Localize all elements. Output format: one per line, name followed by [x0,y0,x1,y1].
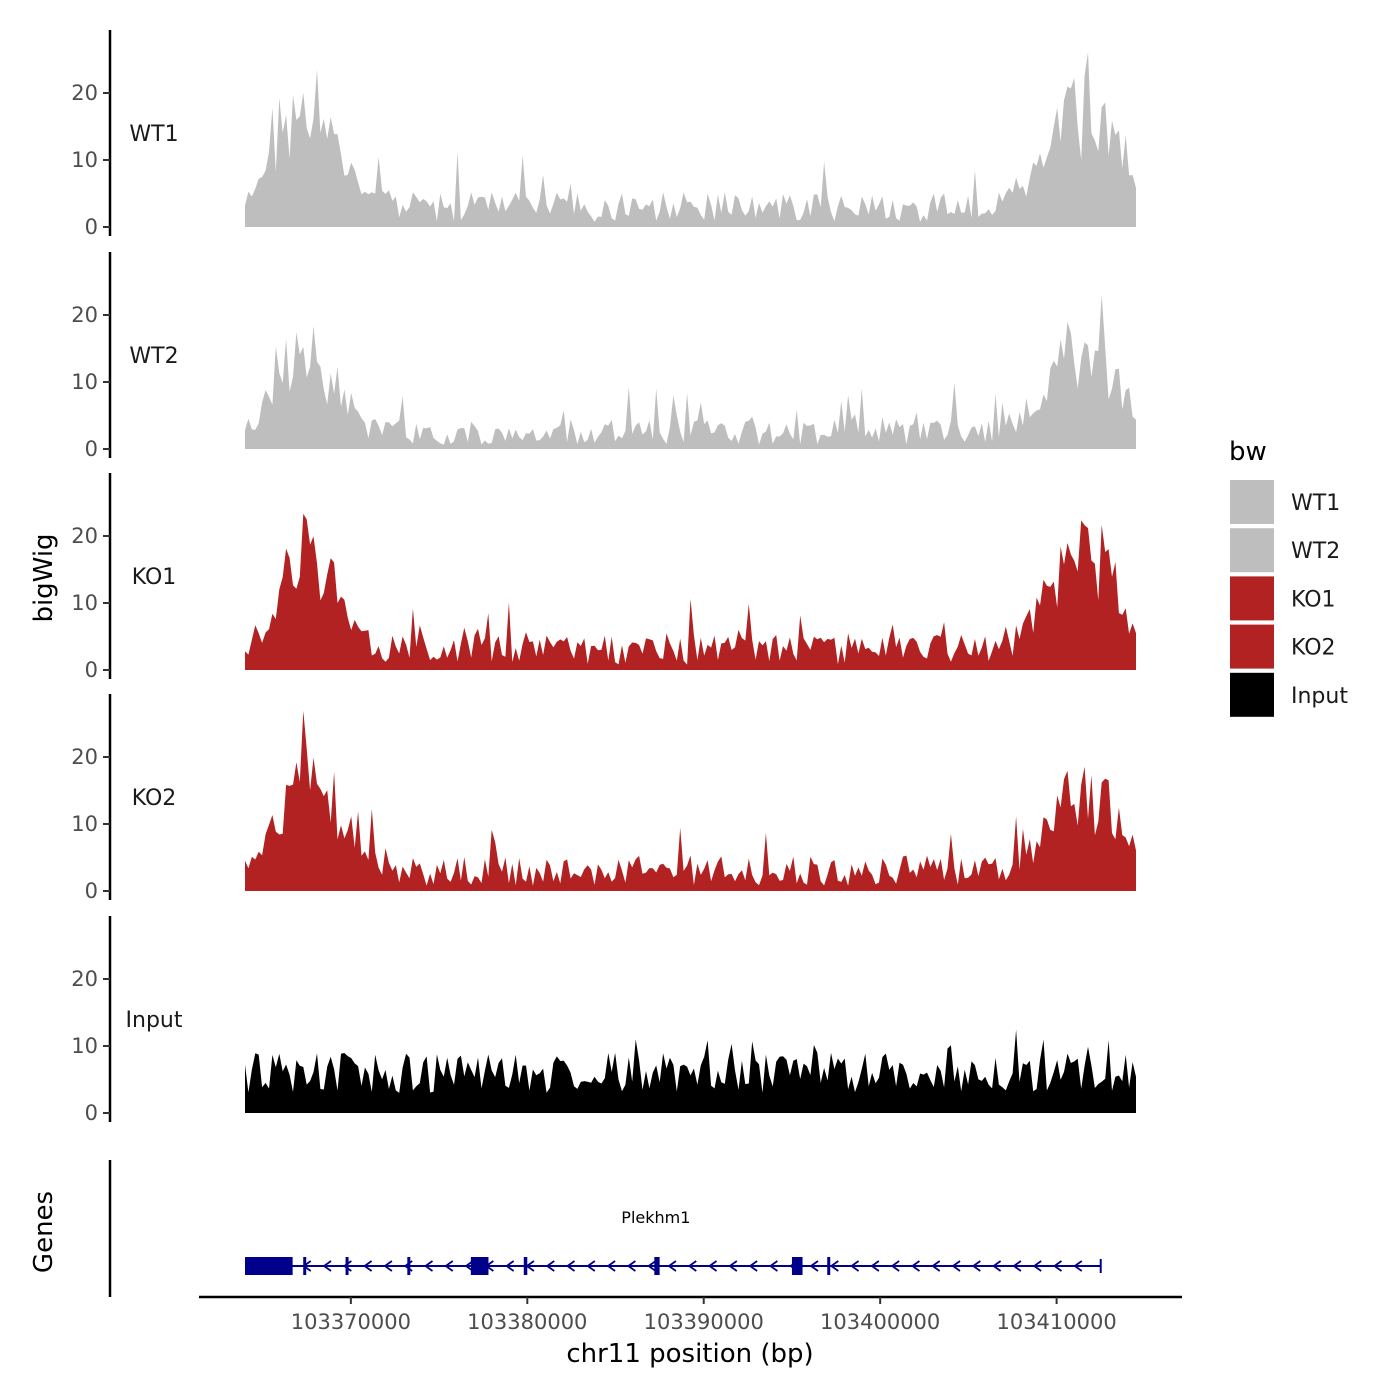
tracks-layer: 0 10 20 WT1 0 10 20 WT2 0 10 20 KO1 0 10 20 KO2 0 10 20 Inp… [71,30,1136,1125]
strand-arrow [626,1260,636,1272]
signal-area-wt2 [245,295,1136,449]
y-tick-label: 10 [71,1034,98,1058]
legend-swatch-wt1 [1230,480,1274,524]
y-tick-label: 0 [85,658,98,682]
gene-exon [791,1257,803,1275]
y-tick-label: 10 [71,148,98,172]
strand-arrow [1032,1260,1042,1272]
y-tick-label: 20 [71,745,98,769]
gene-track: Plekhm1 [108,1160,1102,1297]
strand-arrow [342,1260,352,1272]
strand-arrow [768,1260,778,1272]
strand-arrow [423,1260,434,1272]
signal-area-wt1 [245,52,1136,227]
strand-arrow [1073,1260,1083,1272]
strand-arrow [809,1260,819,1272]
y-tick-label: 10 [71,591,98,615]
track-ko2: 0 10 20 KO2 [71,694,1136,903]
strand-arrow [829,1260,839,1272]
y-tick-label: 0 [85,879,98,903]
legend-label-wt1: WT1 [1291,491,1340,516]
y-tick-label: 0 [85,215,98,239]
strand-arrow [708,1260,718,1272]
x-tick-label: 103380000 [467,1310,587,1334]
y-tick-label: 0 [85,1101,98,1125]
track-wt2: 0 10 20 WT2 [71,252,1136,461]
y-tick-label: 10 [71,812,98,836]
y-axis-title-bigwig: bigWig [29,533,59,622]
strand-arrow [890,1260,900,1272]
track-ko1: 0 10 20 KO1 [71,473,1136,682]
legend-label-input: Input [1291,684,1348,709]
legend-title: bw [1229,437,1267,467]
strand-arrow [505,1260,515,1272]
gene-exon [654,1257,660,1275]
y-tick-label: 20 [71,81,98,105]
x-axis-title: chr11 position (bp) [566,1339,813,1369]
y-tick-label: 10 [71,370,98,394]
legend-label-wt2: WT2 [1291,539,1340,564]
gene-exon [827,1257,831,1275]
x-tick-label: 103410000 [996,1310,1116,1334]
strand-arrow [992,1260,1002,1272]
y-tick-label: 20 [71,524,98,548]
gene-exon [407,1257,411,1275]
y-tick-label: 20 [71,303,98,327]
track-label-wt1: WT1 [129,122,178,147]
strand-arrow [606,1260,616,1272]
strand-arrow [363,1260,373,1272]
legend-swatch-wt2 [1230,528,1274,573]
strand-arrow [444,1260,454,1272]
strand-arrow [1052,1260,1063,1272]
gene-exon [470,1257,489,1275]
strand-arrow [728,1260,738,1272]
x-tick-label: 103400000 [820,1310,940,1334]
x-axis: 103370000 103380000 103390000 103400000 1034… [199,1295,1182,1334]
gene-exon [523,1257,528,1275]
strand-arrow [545,1260,555,1272]
legend-swatch-input [1230,672,1274,717]
gene-name-label: Plekhm1 [621,1208,690,1227]
legend-label-ko2: KO2 [1291,636,1336,661]
strand-arrow [667,1260,677,1272]
y-axis-title-genes: Genes [29,1191,59,1273]
track-label-input: Input [126,1008,183,1033]
track-input: 0 10 20 Input [71,916,1136,1125]
strand-arrow [870,1260,880,1272]
track-label-wt2: WT2 [129,344,178,369]
strand-arrow [748,1260,758,1272]
strand-arrow [951,1260,961,1272]
strand-arrow [910,1260,920,1272]
strand-arrow [565,1260,576,1272]
legend: bw WT1 WT2 KO1 KO2 Input [1229,437,1348,717]
gene-exon [345,1257,349,1275]
track-label-ko2: KO2 [132,786,177,811]
strand-arrow [931,1260,941,1272]
strand-arrow [971,1260,981,1272]
signal-area-ko2 [245,710,1136,891]
strand-arrow [850,1260,860,1272]
strand-arrow [1012,1260,1022,1272]
legend-swatch-ko2 [1230,624,1274,669]
y-tick-label: 20 [71,967,98,991]
strand-arrow [687,1260,697,1272]
track-wt1: 0 10 20 WT1 [71,30,1136,239]
strand-arrow [464,1260,474,1272]
track-label-ko1: KO1 [132,565,177,590]
x-tick-label: 103370000 [291,1310,411,1334]
signal-area-ko1 [245,513,1136,670]
gene-exon [245,1257,293,1275]
y-tick-label: 0 [85,437,98,461]
legend-label-ko1: KO1 [1291,587,1336,612]
signal-area-input [245,1029,1136,1113]
gene-exon [303,1257,307,1275]
x-tick-label: 103390000 [644,1310,764,1334]
strand-arrow [322,1260,332,1272]
legend-swatch-ko1 [1230,576,1274,621]
strand-arrow [647,1260,657,1272]
strand-arrow [383,1260,393,1272]
strand-arrow [586,1260,596,1272]
